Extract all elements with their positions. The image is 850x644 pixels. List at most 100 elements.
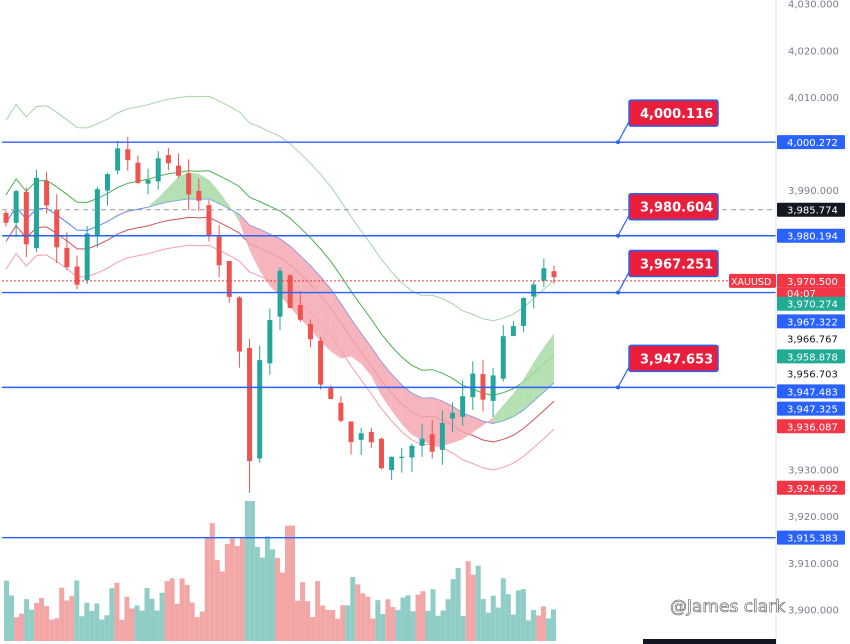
candle-body[interactable] bbox=[358, 433, 364, 440]
candle-body[interactable] bbox=[64, 247, 70, 267]
candle-body[interactable] bbox=[348, 421, 354, 443]
candle-body[interactable] bbox=[145, 179, 151, 184]
candle-body[interactable] bbox=[277, 270, 283, 317]
price-tag-label: 3,924.692 bbox=[787, 484, 838, 495]
volume-bar bbox=[229, 538, 235, 641]
candle-body[interactable] bbox=[541, 268, 547, 281]
candlesticks[interactable] bbox=[3, 136, 557, 493]
candle-body[interactable] bbox=[338, 402, 344, 421]
volume-bar bbox=[530, 609, 536, 641]
price-tag-bg bbox=[777, 480, 845, 495]
candle-body[interactable] bbox=[297, 304, 303, 320]
volume-bar bbox=[249, 501, 255, 641]
candle-body[interactable] bbox=[429, 434, 435, 452]
volume-bar bbox=[159, 592, 165, 641]
volume-bar bbox=[355, 584, 361, 641]
candle-body[interactable] bbox=[378, 438, 384, 469]
price-tag: 3,956.703 bbox=[777, 366, 845, 381]
volume-bar bbox=[395, 610, 401, 641]
volume-bar bbox=[119, 619, 125, 641]
candle-body[interactable] bbox=[450, 412, 456, 419]
price-tick-label: 3,930.000 bbox=[788, 466, 839, 477]
price-tag-label: 3,915.383 bbox=[787, 534, 838, 545]
price-axis[interactable]: 4,030.000 4,020.000 4,010.000 3,990.000 3,93… bbox=[788, 0, 839, 616]
price-tag: 3,958.878 bbox=[777, 349, 845, 364]
volume-bar bbox=[184, 584, 190, 641]
candle-body[interactable] bbox=[419, 438, 425, 446]
candle-body[interactable] bbox=[307, 323, 313, 340]
candle-body[interactable] bbox=[94, 189, 100, 236]
volume-bar bbox=[440, 610, 446, 641]
volume-bar bbox=[49, 619, 55, 641]
candle-body[interactable] bbox=[500, 336, 506, 379]
cloud-segment bbox=[503, 393, 514, 421]
volume-bar bbox=[234, 545, 240, 641]
cloud-segment bbox=[239, 214, 250, 251]
cloud-segment bbox=[523, 362, 534, 410]
price-tag-label: 3,970.274 bbox=[787, 300, 838, 311]
volume-bar bbox=[370, 618, 376, 641]
candle-body[interactable] bbox=[521, 297, 527, 326]
candle-body[interactable] bbox=[460, 396, 466, 417]
candle-body[interactable] bbox=[216, 236, 222, 266]
candle-body[interactable] bbox=[328, 387, 334, 399]
candle-body[interactable] bbox=[165, 155, 171, 164]
candle-body[interactable] bbox=[389, 456, 395, 470]
cloud-segment bbox=[340, 303, 352, 359]
candle-body[interactable] bbox=[247, 348, 253, 462]
candle-body[interactable] bbox=[54, 209, 60, 248]
candle-body[interactable] bbox=[23, 191, 29, 245]
candle-body[interactable] bbox=[3, 212, 9, 223]
candle-body[interactable] bbox=[510, 326, 516, 336]
candle-body[interactable] bbox=[125, 149, 131, 161]
candle-body[interactable] bbox=[318, 340, 324, 385]
volume-bar bbox=[204, 537, 210, 641]
horizontal-levels[interactable] bbox=[2, 141, 776, 539]
candle-body[interactable] bbox=[267, 320, 273, 364]
price-tag-label: 3,967.322 bbox=[787, 317, 838, 328]
candle-body[interactable] bbox=[44, 180, 50, 206]
candle-body[interactable] bbox=[257, 360, 263, 459]
volume-bar bbox=[269, 549, 275, 641]
candle-body[interactable] bbox=[135, 162, 141, 183]
volume-bar bbox=[59, 587, 65, 641]
candle-body[interactable] bbox=[196, 190, 202, 201]
candle-body[interactable] bbox=[551, 271, 557, 278]
candle-body[interactable] bbox=[236, 297, 242, 352]
volume-bar bbox=[89, 610, 95, 641]
candle-body[interactable] bbox=[470, 373, 476, 398]
candle-body[interactable] bbox=[409, 445, 415, 458]
volume-bar bbox=[360, 593, 366, 641]
volume-bar bbox=[139, 610, 145, 641]
cloud-segment bbox=[290, 246, 301, 319]
candle-body[interactable] bbox=[399, 456, 405, 458]
volume-bar bbox=[134, 605, 140, 641]
symbol-tag: XAUUSD bbox=[729, 273, 776, 288]
volume-bar bbox=[19, 613, 25, 641]
candle-body[interactable] bbox=[33, 177, 39, 249]
candle-body[interactable] bbox=[490, 375, 496, 401]
candle-body[interactable] bbox=[176, 165, 182, 176]
candle-body[interactable] bbox=[186, 173, 192, 195]
price-tag-bg bbox=[777, 228, 845, 243]
candle-body[interactable] bbox=[104, 174, 110, 191]
price-tag-label: 3,936.087 bbox=[787, 422, 838, 433]
candle-body[interactable] bbox=[74, 266, 80, 285]
candle-body[interactable] bbox=[226, 260, 232, 297]
candle-body[interactable] bbox=[13, 191, 19, 223]
candle-body[interactable] bbox=[206, 205, 212, 236]
candle-body[interactable] bbox=[439, 423, 445, 450]
cloud-segment bbox=[280, 238, 291, 308]
candle-body[interactable] bbox=[368, 431, 374, 443]
candle-body[interactable] bbox=[287, 275, 293, 309]
candle-body[interactable] bbox=[531, 284, 537, 297]
candle-body[interactable] bbox=[115, 148, 121, 171]
volume-bar bbox=[510, 614, 516, 641]
price-tick-label: 3,910.000 bbox=[788, 559, 839, 570]
candle-body[interactable] bbox=[155, 158, 161, 182]
price-tag-label: 3,970.500 bbox=[787, 277, 838, 288]
price-tag: 3,967.322 bbox=[777, 314, 845, 329]
callout-anchor bbox=[616, 385, 620, 390]
candle-body[interactable] bbox=[84, 233, 90, 281]
